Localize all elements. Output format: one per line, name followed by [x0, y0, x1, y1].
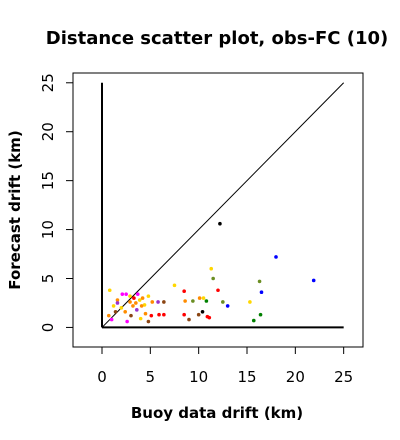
data-point — [125, 319, 129, 324]
data-point — [225, 304, 230, 308]
data-point — [207, 315, 212, 320]
data-point — [128, 294, 132, 298]
data-point — [183, 299, 187, 303]
data-point — [157, 312, 161, 317]
data-point — [197, 296, 202, 300]
data-point — [162, 300, 166, 304]
data-point — [137, 298, 142, 302]
data-point — [146, 294, 151, 298]
y-tick-label: 20 — [39, 122, 57, 141]
data-point — [209, 266, 214, 271]
data-point — [248, 300, 252, 304]
data-point — [140, 296, 145, 300]
data-point — [187, 317, 191, 322]
x-tick-label: 15 — [237, 368, 256, 386]
data-point — [115, 301, 120, 305]
data-point — [149, 313, 154, 318]
data-point — [139, 304, 144, 308]
data-point — [129, 313, 133, 318]
data-point — [123, 309, 127, 314]
data-point — [109, 317, 114, 322]
data-point — [120, 292, 125, 296]
data-point — [115, 298, 120, 302]
data-points — [106, 221, 316, 324]
data-point — [146, 319, 151, 324]
data-point — [182, 312, 186, 317]
data-point — [113, 309, 118, 314]
data-point — [259, 290, 264, 295]
y-tick-label: 25 — [39, 73, 57, 92]
data-point — [107, 288, 112, 293]
y-axis-label: Forecast drift (km) — [6, 130, 24, 289]
data-point — [124, 292, 128, 296]
data-point — [138, 316, 143, 321]
data-point — [200, 309, 205, 314]
data-point — [211, 276, 215, 281]
data-point — [134, 301, 138, 305]
data-point — [162, 312, 166, 317]
data-point — [218, 221, 222, 226]
data-point — [258, 312, 263, 317]
reference-lines — [101, 82, 345, 329]
x-axis: 0 5 10 15 20 25 — [97, 346, 353, 386]
data-point — [201, 296, 206, 300]
data-point — [119, 306, 124, 310]
data-point — [257, 279, 262, 284]
y-axis: 0 5 10 15 20 25 — [39, 73, 74, 333]
data-point — [251, 318, 256, 323]
y-tick-label: 0 — [39, 323, 57, 333]
x-tick-label: 5 — [146, 368, 156, 386]
x-tick-label: 10 — [189, 368, 208, 386]
data-point — [150, 300, 155, 304]
data-point — [216, 288, 220, 293]
data-point — [204, 299, 209, 303]
chart-title: Distance scatter plot, obs-FC (10) — [46, 28, 388, 49]
y-tick-label: 10 — [39, 220, 57, 239]
data-point — [196, 312, 201, 317]
diagonal-line — [101, 82, 345, 328]
data-point — [135, 292, 140, 296]
y-tick-label: 15 — [39, 171, 57, 190]
data-point — [142, 303, 147, 307]
data-point — [143, 311, 148, 316]
x-tick-label: 25 — [334, 368, 353, 386]
x-tick-label: 20 — [286, 368, 305, 386]
x-axis-label: Buoy data drift (km) — [131, 404, 303, 422]
data-point — [156, 300, 160, 304]
data-point — [111, 304, 116, 308]
data-point — [131, 304, 135, 308]
data-point — [172, 283, 177, 288]
data-point — [135, 308, 139, 312]
data-point — [128, 300, 132, 304]
data-point — [182, 289, 186, 294]
data-point — [191, 299, 195, 303]
data-point — [274, 255, 278, 259]
data-point — [221, 300, 225, 304]
x-tick-label: 0 — [97, 368, 107, 386]
data-point — [311, 278, 316, 283]
y-tick-label: 5 — [39, 274, 57, 284]
data-point — [132, 296, 136, 300]
data-point — [106, 313, 111, 318]
